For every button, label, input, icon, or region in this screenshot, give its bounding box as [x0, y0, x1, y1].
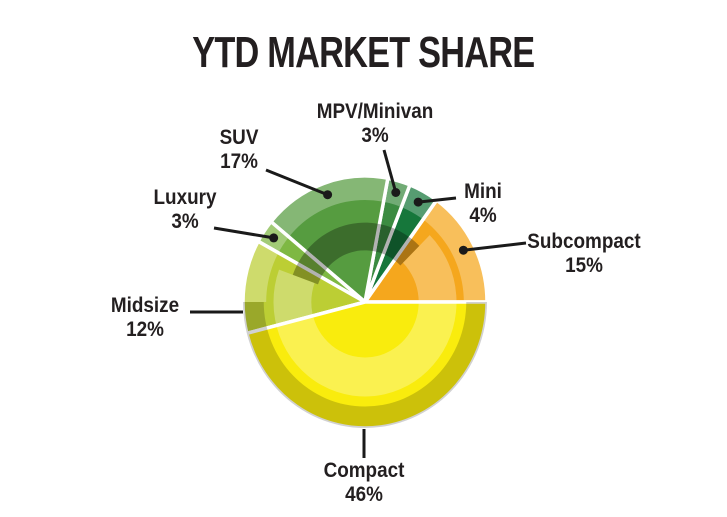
leader-line-mini — [418, 196, 457, 204]
callout-label: Midsize — [110, 294, 180, 317]
chart-title: YTD MARKET SHARE — [0, 28, 727, 78]
chart-title-text: YTD MARKET SHARE — [192, 28, 535, 77]
leader-dot-luxury — [269, 233, 279, 243]
callout-percent: 15% — [565, 254, 603, 277]
callout-midsize: Midsize 12% — [111, 294, 179, 342]
pie-slice-subcompact — [363, 198, 489, 304]
leader-dot-mini — [413, 197, 423, 207]
pie-slice-compact — [245, 300, 489, 430]
leader-line-suv — [265, 168, 329, 197]
pie-slice-midsize — [241, 239, 367, 336]
callout-percent: 12% — [126, 318, 164, 341]
callout-label: SUV — [219, 126, 259, 149]
callout-subcompact: Subcompact 15% — [527, 230, 640, 278]
leader-line-luxury — [213, 226, 274, 240]
callout-label: MPV/Minivan — [316, 100, 434, 123]
callout-suv: SUV 17% — [220, 126, 259, 174]
callout-percent: 46% — [345, 483, 383, 506]
callout-percent: 17% — [220, 150, 258, 173]
callout-mini: Mini 4% — [464, 180, 502, 228]
callout-label: Luxury — [153, 186, 217, 209]
leader-line-mpv-minivan — [382, 149, 398, 193]
callout-label: Compact — [323, 459, 405, 482]
leader-line-subcompact — [463, 241, 527, 252]
callout-label: Subcompact — [527, 230, 641, 253]
leader-dot-subcompact — [458, 245, 468, 255]
pie-slice-suv — [269, 174, 390, 304]
shade-outer-bottom-band — [243, 302, 487, 428]
callout-luxury: Luxury 3% — [153, 186, 216, 234]
callout-compact: Compact 46% — [324, 459, 405, 507]
callout-mpv-minivan: MPV/Minivan 3% — [317, 100, 434, 148]
leader-dot-suv — [323, 190, 333, 200]
shade-inner-top-ring — [292, 222, 420, 285]
callout-percent: 3% — [361, 124, 389, 147]
gloss-outer-top-band — [243, 176, 487, 302]
callout-percent: 4% — [469, 204, 497, 227]
callout-label: Mini — [464, 180, 502, 203]
gloss-inner-bottom-ring — [273, 235, 457, 397]
leader-dot-mpv-minivan — [391, 187, 401, 197]
callout-percent: 3% — [171, 210, 199, 233]
